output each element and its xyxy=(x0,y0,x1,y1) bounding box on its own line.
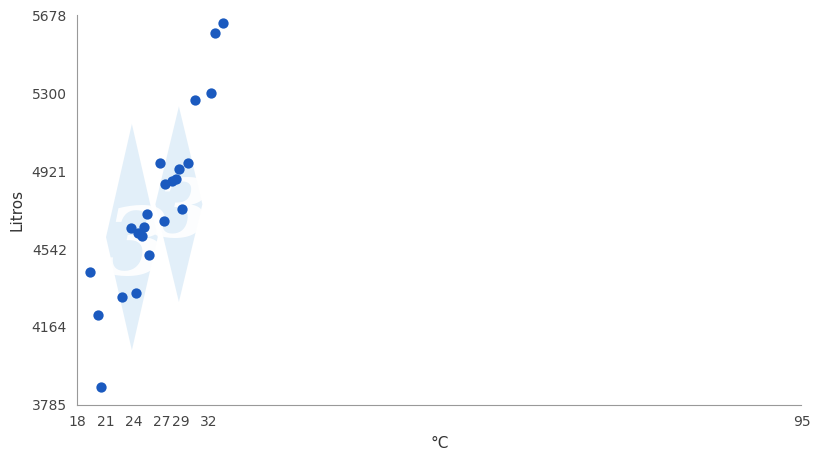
Text: 3: 3 xyxy=(155,176,210,253)
Point xyxy=(83,268,96,276)
Point xyxy=(172,165,185,173)
Point xyxy=(115,293,129,301)
Point xyxy=(204,89,217,97)
Point xyxy=(94,384,107,391)
X-axis label: °C: °C xyxy=(430,436,448,451)
Point xyxy=(165,177,179,184)
Polygon shape xyxy=(155,106,202,302)
Point xyxy=(158,180,171,187)
Text: 3: 3 xyxy=(103,205,170,295)
Point xyxy=(129,289,142,296)
Point xyxy=(153,160,166,167)
Point xyxy=(208,30,221,37)
Point xyxy=(92,312,105,319)
Point xyxy=(124,224,138,231)
Polygon shape xyxy=(106,124,157,350)
Point xyxy=(216,19,229,27)
Point xyxy=(132,229,145,236)
Point xyxy=(138,223,151,230)
Point xyxy=(157,217,170,225)
Point xyxy=(182,160,195,167)
Point xyxy=(142,251,155,258)
Point xyxy=(175,206,188,213)
Point xyxy=(135,232,148,240)
Point xyxy=(140,211,153,218)
Point xyxy=(188,96,201,104)
Y-axis label: Litros: Litros xyxy=(10,189,25,231)
Point xyxy=(170,176,183,183)
